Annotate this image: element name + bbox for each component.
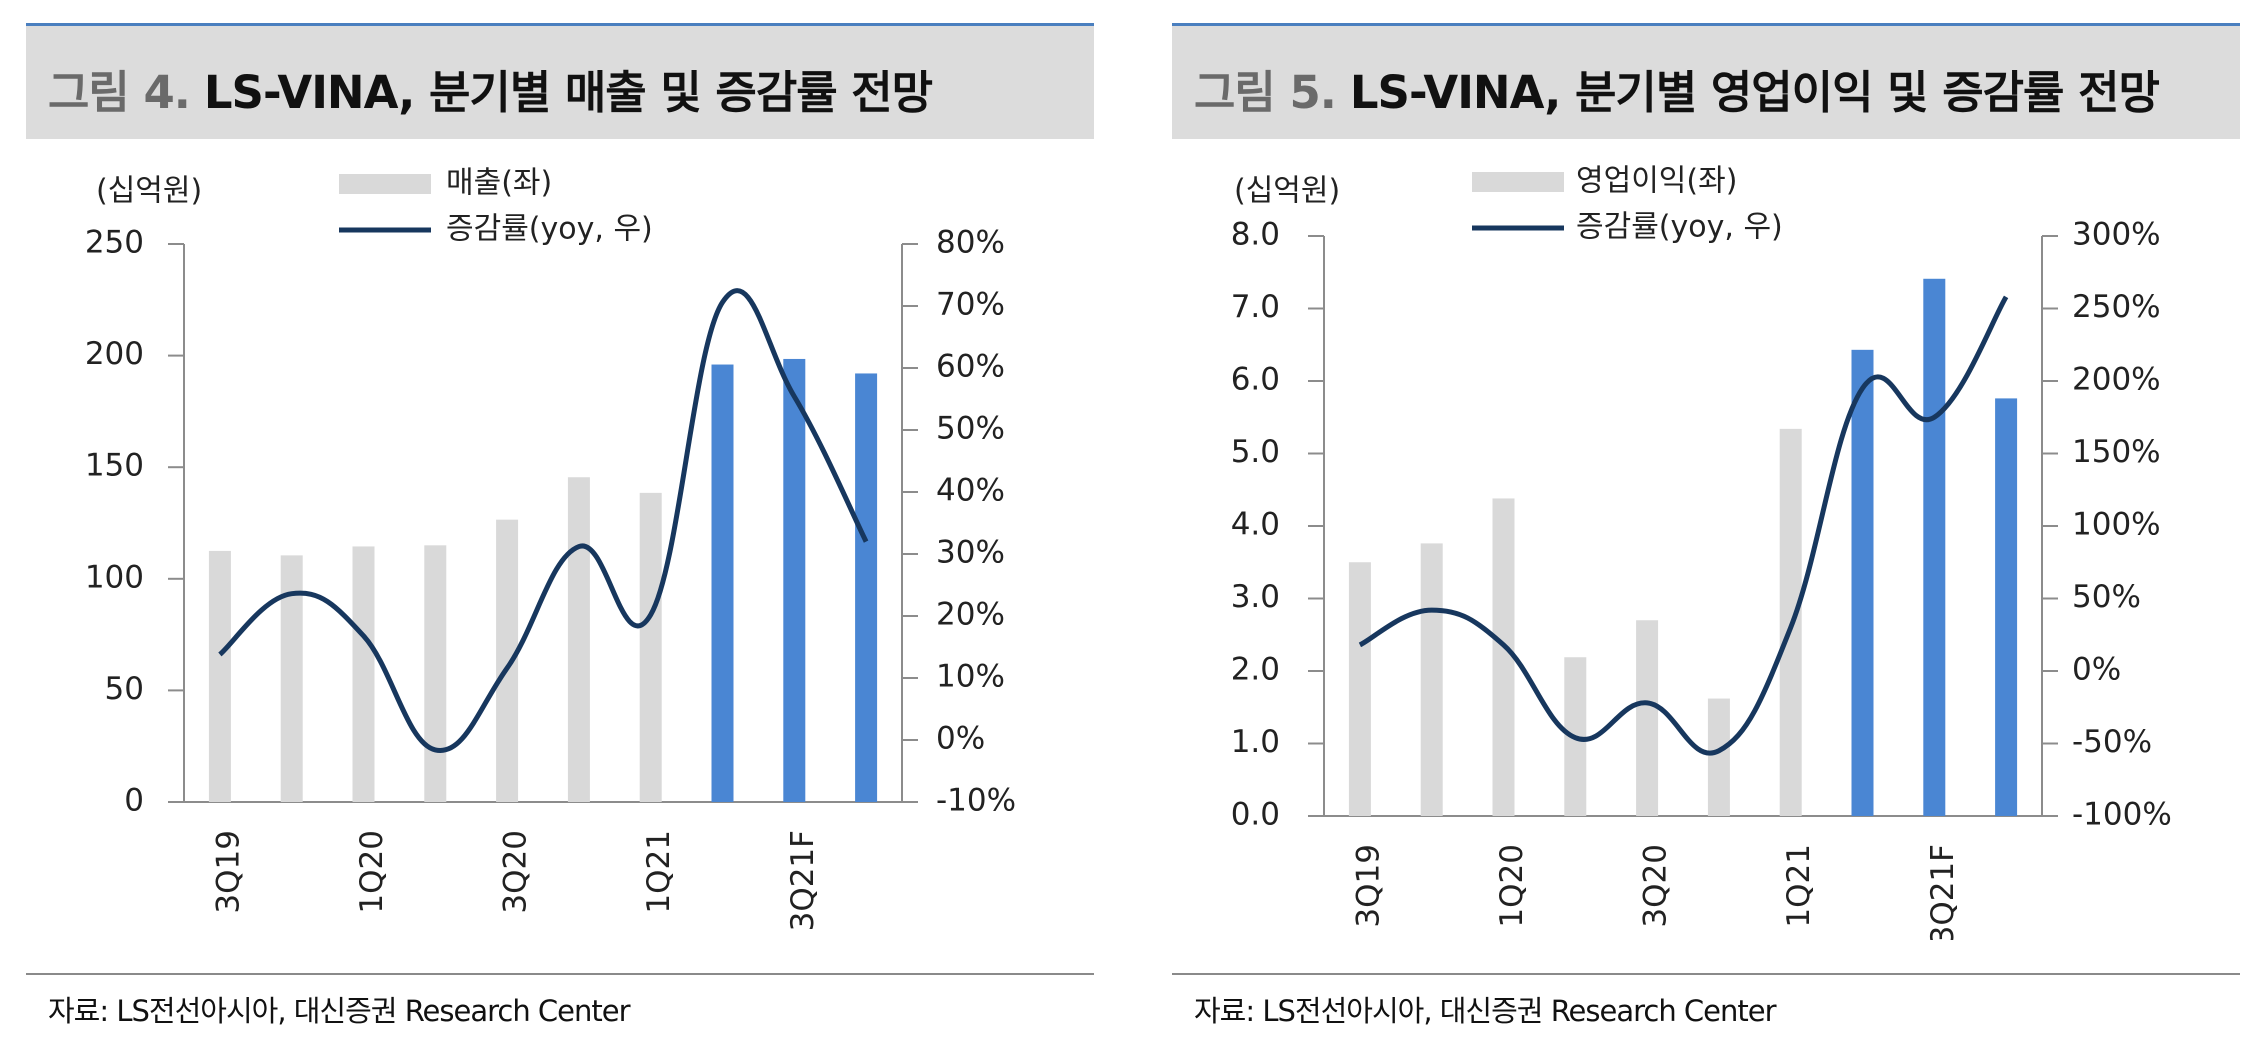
- right-axis-tick-label: -100%: [2072, 797, 2172, 833]
- legend-line-label: 증감률(yoy, 우): [1576, 210, 1783, 245]
- x-axis-tick-label: 3Q19: [210, 830, 246, 914]
- left-axis-tick-label: 2.0: [1231, 652, 1280, 688]
- revenue-bar-2Q21F: [1851, 349, 1874, 816]
- revenue-bar-4Q20: [567, 477, 590, 802]
- figure-4-source: 자료: LS전선아시아, 대신증권 Research Center: [48, 994, 631, 1028]
- figure-4-number: 그림 4.: [48, 66, 191, 119]
- figure-5-number: 그림 5.: [1194, 66, 1337, 119]
- revenue-bar-3Q19: [1348, 562, 1371, 816]
- x-axis-tick-label: 3Q20: [498, 830, 534, 914]
- right-axis-tick-label: 100%: [2072, 507, 2161, 543]
- figure-4-title: 그림 4. LS-VINA, 분기별 매출 및 증감률 전망: [48, 56, 933, 121]
- x-axis-tick-label: 1Q20: [354, 830, 390, 914]
- figure-5-panel: 그림 5. LS-VINA, 분기별 영업이익 및 증감률 전망 (십억원) 영업이…: [1172, 0, 2240, 1047]
- figure-5-footer-rule: [1172, 973, 2240, 975]
- left-axis-tick-label: 6.0: [1231, 362, 1280, 398]
- left-axis-tick-label: 1.0: [1231, 724, 1280, 760]
- revenue-bar-1Q21: [639, 492, 662, 802]
- left-axis-tick-label: 4.0: [1231, 507, 1280, 543]
- yoy-growth-line: [1358, 295, 2009, 756]
- revenue-bar-4Q21F: [1995, 398, 2018, 816]
- right-axis-tick-label: 10%: [936, 659, 1005, 695]
- right-axis-tick-label: 20%: [936, 597, 1005, 633]
- figure-4-footer-rule: [26, 973, 1094, 975]
- left-axis-tick-label: 100: [85, 559, 144, 595]
- left-axis-tick-label: 0.0: [1231, 797, 1280, 833]
- revenue-bar-4Q19: [1420, 543, 1443, 816]
- left-axis-tick-label: 50: [105, 671, 144, 707]
- figure-4-chart: (십억원) 매출(좌) 증감률(yoy, 우) 0 50 100 150 200 250 -10%…: [85, 166, 1016, 932]
- revenue-bar-1Q20: [352, 546, 375, 802]
- legend-bar-label: 영업이익(좌): [1576, 164, 1737, 199]
- left-axis-tick-label: 8.0: [1231, 217, 1280, 253]
- figure-5-chart: (십억원) 영업이익(좌) 증감률(yoy, 우) 0.0 1.0 2.0 3.0 4.0 5.…: [1231, 164, 2172, 941]
- revenue-bar-3Q20: [496, 519, 519, 802]
- revenue-bar-1Q20: [1492, 498, 1515, 816]
- left-axis-tick-label: 0: [124, 783, 144, 819]
- right-axis-tick-label: 70%: [936, 287, 1005, 323]
- left-axis-tick-label: 5.0: [1231, 434, 1280, 470]
- figure-5-title-bar: 그림 5. LS-VINA, 분기별 영업이익 및 증감률 전망: [1172, 23, 2240, 139]
- revenue-bar-3Q21F: [1923, 278, 1946, 816]
- revenue-bar-3Q19: [208, 550, 231, 802]
- revenue-bar-3Q21F: [783, 358, 806, 802]
- left-axis-tick-label: 150: [85, 448, 144, 484]
- revenue-bar-2Q20: [424, 545, 447, 802]
- right-axis-tick-label: 60%: [936, 349, 1005, 385]
- right-axis-tick-label: 150%: [2072, 434, 2161, 470]
- revenue-bar-2Q21F: [711, 364, 734, 802]
- right-axis-tick-label: 0%: [936, 721, 985, 757]
- right-axis-tick-label: 250%: [2072, 289, 2161, 325]
- right-axis-tick-label: 50%: [2072, 579, 2141, 615]
- yoy-growth-line: [218, 288, 869, 753]
- right-axis-tick-label: 200%: [2072, 362, 2161, 398]
- revenue-bar-3Q20: [1636, 620, 1659, 816]
- left-axis-tick-label: 7.0: [1231, 289, 1280, 325]
- y-unit-label: (십억원): [96, 174, 202, 209]
- figure-4-panel: 그림 4. LS-VINA, 분기별 매출 및 증감률 전망 (십억원) 매출(좌)…: [26, 0, 1094, 1047]
- x-axis-tick-label: 3Q19: [1350, 844, 1386, 928]
- x-axis-tick-label: 3Q21F: [785, 830, 821, 931]
- x-axis-tick-label: 3Q20: [1638, 844, 1674, 928]
- figure-5-title-text: LS-VINA, 분기별 영업이익 및 증감률 전망: [1349, 66, 2160, 119]
- figure-5-title: 그림 5. LS-VINA, 분기별 영업이익 및 증감률 전망: [1194, 56, 2160, 121]
- figure-4-title-bar: 그림 4. LS-VINA, 분기별 매출 및 증감률 전망: [26, 23, 1094, 139]
- x-axis-tick-label: 1Q21: [641, 830, 677, 914]
- legend-bar-swatch: [339, 174, 431, 194]
- figure-4-title-text: LS-VINA, 분기별 매출 및 증감률 전망: [203, 66, 933, 119]
- right-axis-tick-label: -50%: [2072, 724, 2152, 760]
- left-axis-tick-label: 200: [85, 336, 144, 372]
- left-axis-tick-label: 250: [85, 225, 144, 261]
- x-axis-tick-label: 1Q20: [1494, 844, 1530, 928]
- revenue-bar-4Q20: [1707, 698, 1730, 816]
- legend-bar-label: 매출(좌): [446, 166, 552, 201]
- right-axis-tick-label: 30%: [936, 535, 1005, 571]
- right-axis-tick-label: 80%: [936, 225, 1005, 261]
- figure-5-source: 자료: LS전선아시아, 대신증권 Research Center: [1194, 994, 1777, 1028]
- right-axis-tick-label: 50%: [936, 411, 1005, 447]
- x-axis-tick-label: 1Q21: [1781, 844, 1817, 928]
- revenue-bar-4Q19: [280, 555, 303, 802]
- right-axis-tick-label: 40%: [936, 473, 1005, 509]
- right-axis-tick-label: 0%: [2072, 652, 2121, 688]
- x-axis-tick-label: 3Q21F: [1925, 844, 1961, 940]
- legend-line-label: 증감률(yoy, 우): [446, 212, 653, 247]
- legend-bar-swatch: [1472, 172, 1564, 192]
- left-axis-tick-label: 3.0: [1231, 579, 1280, 615]
- right-axis-tick-label: -10%: [936, 783, 1016, 819]
- revenue-bar-4Q21F: [855, 373, 878, 802]
- y-unit-label: (십억원): [1234, 174, 1340, 209]
- right-axis-tick-label: 300%: [2072, 217, 2161, 253]
